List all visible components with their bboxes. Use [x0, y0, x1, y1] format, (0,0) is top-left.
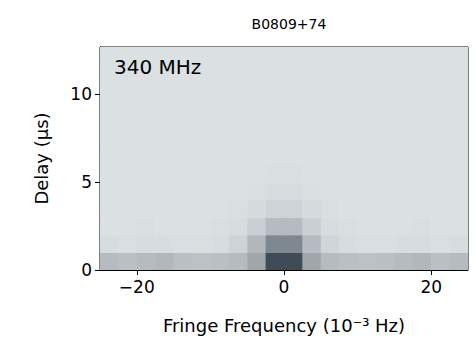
svg-text:Delay (μs): Delay (μs)	[31, 112, 52, 204]
svg-text:340 MHz: 340 MHz	[114, 55, 201, 79]
svg-text:B0809+74: B0809+74	[252, 16, 327, 32]
svg-text:0: 0	[81, 260, 92, 280]
svg-text:0: 0	[279, 277, 290, 297]
svg-text:20: 20	[420, 277, 442, 297]
svg-text:10: 10	[70, 84, 92, 104]
svg-text:−20: −20	[119, 277, 155, 297]
svg-text:5: 5	[81, 172, 92, 192]
svg-text:Fringe Frequency (10⁻³ Hz): Fringe Frequency (10⁻³ Hz)	[163, 315, 405, 336]
